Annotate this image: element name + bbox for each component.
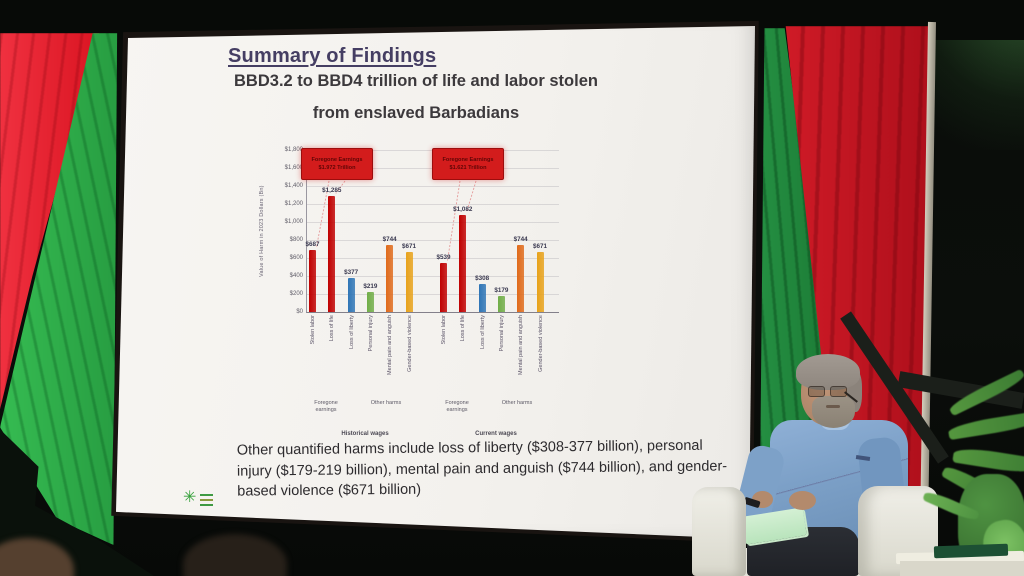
bar-value-label: $179 (494, 286, 509, 294)
bar (497, 295, 505, 312)
speaker-mouth (826, 405, 840, 408)
annotation-text: Foregone Earnings (442, 157, 494, 163)
category-label: Stolen labor (441, 315, 447, 345)
subgroup-label: Foregone earnings (314, 400, 338, 413)
bar-value-label: $539 (436, 254, 451, 262)
bar (478, 284, 486, 312)
wage-group-label: Historical wages (341, 431, 389, 437)
bar (440, 263, 447, 312)
y-tick-label: $400 (289, 272, 303, 279)
slide-subtitle: BBD3.2 to BBD4 trillion of life and labo… (234, 72, 598, 90)
subgroup-label: Other harms (370, 400, 402, 406)
category-label: Mental pain and anguish (387, 315, 394, 375)
bar-group: $539 Stolen labor $1,082 Loss of life $308 Lo… (432, 148, 554, 450)
bar (309, 250, 316, 312)
category-label: Personal injury (498, 315, 505, 352)
y-tick-label: $1,400 (284, 182, 303, 189)
annotation-arrows (447, 180, 477, 261)
foregone-earnings-annotation: Foregone Earnings $1.972 Trillion (301, 148, 373, 180)
slide-subtitle: from enslaved Barbadians (312, 104, 520, 122)
harms-note-line: based violence ($671 billion) (237, 481, 422, 500)
palm-plant (947, 410, 1024, 441)
bar (328, 196, 336, 312)
category-label: Loss of liberty (348, 315, 355, 349)
category-label: Stolen labor (310, 315, 316, 345)
category-label: Loss of life (460, 315, 467, 342)
bar (347, 278, 355, 312)
gridline (307, 258, 559, 259)
bar-value-label: $219 (363, 283, 378, 291)
category-label: Loss of liberty (479, 315, 486, 349)
bar (459, 214, 467, 312)
foregone-earnings-annotation: Foregone Earnings $1.621 Trillion (432, 148, 504, 180)
category-label: Loss of life (329, 315, 336, 342)
y-tick-label: $1,600 (284, 164, 303, 171)
projector-screen: Summary of Findings BBD3.2 to BBD4 trill… (115, 25, 755, 540)
bar-value-label: $1,285 (322, 187, 342, 195)
bar (536, 251, 544, 312)
y-tick-label: $1,200 (284, 200, 303, 207)
y-tick-label: $1,800 (284, 146, 303, 153)
category-label: Gender-based violence (406, 315, 413, 372)
y-axis-title: Value of Harm in 2023 Dollars (Bn) (259, 185, 265, 277)
speaker-beard (812, 396, 855, 428)
annotation-arrows (316, 180, 346, 248)
bar (366, 292, 374, 312)
armchair-left-armrest (692, 487, 746, 576)
bar (405, 251, 413, 312)
chart-plot: $1,800 $1,600 $1,400 $1,200 $1,000 $800 $600 $4… (285, 147, 559, 437)
y-tick-label: $800 (289, 236, 303, 243)
annotation-text: $1.621 Trillion (449, 164, 487, 171)
side-table (900, 561, 1024, 576)
speaker-right-hand (789, 491, 816, 510)
slide-title: Summary of Findings (228, 45, 437, 67)
bar-value-label: $1,082 (453, 205, 473, 213)
bar-value-label: $671 (401, 242, 416, 250)
gridline (307, 186, 559, 187)
gridline (307, 222, 559, 223)
speaker-glasses (808, 386, 825, 397)
wage-group-label: Current wages (475, 431, 517, 437)
sunburst-logo-icon: ✳ (183, 488, 223, 518)
bar-value-label: $687 (305, 241, 320, 249)
gridline (307, 204, 559, 205)
bar-group: $687 Stolen labor $1,285 Loss of life $377 Lo… (301, 148, 423, 450)
y-tick-label: $1,000 (284, 218, 303, 225)
gridline (307, 294, 559, 295)
y-tick-label: $0 (296, 308, 303, 315)
gridline (307, 276, 559, 277)
annotation-text: Foregone Earnings (311, 157, 363, 163)
audience-head (183, 534, 287, 576)
category-label: Personal injury (367, 315, 374, 352)
bar-value-label: $744 (382, 236, 397, 244)
green-folder (933, 543, 1009, 559)
bar-value-label: $308 (475, 275, 490, 283)
bar-value-label: $671 (532, 242, 547, 250)
gridline (307, 240, 559, 241)
speaker-hair (796, 354, 860, 390)
bar-value-label: $744 (513, 236, 528, 244)
subgroup-label: Other harms (501, 400, 533, 406)
bar (386, 245, 394, 312)
y-tick-label: $600 (289, 254, 303, 261)
subgroup-label: Foregone earnings (445, 400, 469, 413)
annotation-text: $1.972 Trillion (318, 164, 356, 171)
sunburst-glyph: ✳ (183, 489, 197, 506)
harms-note: Other quantified harms include loss of l… (237, 435, 738, 502)
y-tick-label: $200 (289, 290, 303, 297)
category-label: Mental pain and anguish (518, 315, 525, 375)
bar-value-label: $377 (344, 269, 359, 277)
bar (517, 245, 525, 312)
category-label: Gender-based violence (537, 315, 544, 372)
